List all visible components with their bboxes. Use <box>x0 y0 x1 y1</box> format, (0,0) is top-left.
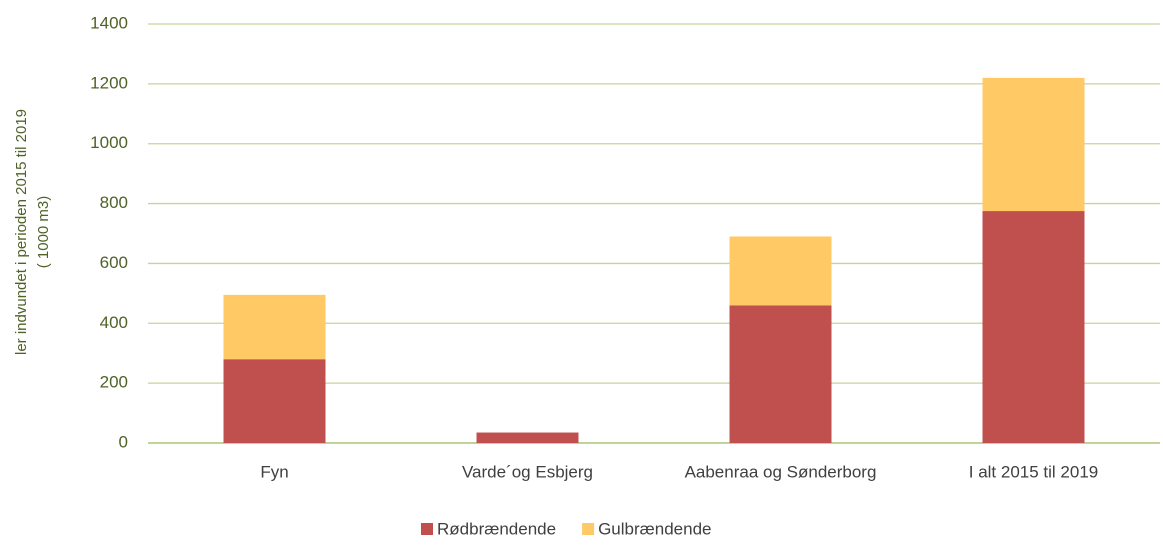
y-axis-label: ( 1000 m3) <box>35 196 52 269</box>
bar-segment <box>476 432 579 443</box>
y-tick-label: 1400 <box>90 13 128 32</box>
y-axis-label: ler indvundet i perioden 2015 til 2019 <box>13 109 30 355</box>
bar-segment <box>729 305 832 443</box>
y-tick-label: 1200 <box>90 73 128 92</box>
x-tick-label: I alt 2015 til 2019 <box>969 462 1098 481</box>
y-tick-label: 1000 <box>90 133 128 152</box>
y-tick-label: 800 <box>100 193 128 212</box>
y-tick-label: 200 <box>100 373 128 392</box>
bar-segment <box>729 236 832 306</box>
bar-segment <box>982 77 1085 212</box>
bar-segment <box>223 294 326 360</box>
bar-segment <box>223 359 326 443</box>
legend-swatch <box>421 523 433 535</box>
bar-segment <box>982 211 1085 443</box>
x-tick-label: Varde´og Esbjerg <box>462 462 593 481</box>
x-tick-label: Aabenraa og Sønderborg <box>685 462 877 481</box>
y-tick-label: 600 <box>100 253 128 272</box>
y-tick-label: 400 <box>100 313 128 332</box>
x-tick-label: Fyn <box>260 462 288 481</box>
legend-label: Gulbrændende <box>598 519 711 538</box>
y-tick-label: 0 <box>119 432 128 451</box>
legend-label: Rødbrændende <box>437 519 556 538</box>
legend-swatch <box>582 523 595 535</box>
